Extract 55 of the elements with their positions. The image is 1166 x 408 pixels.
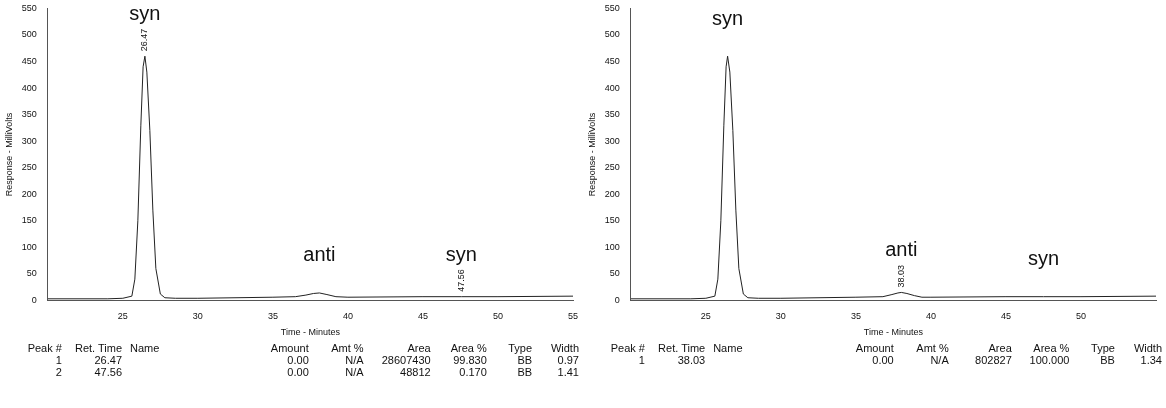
x-tick-label: 35 [267,311,278,322]
y-tick-label: 50 [609,268,620,279]
annotation: syn [1027,247,1060,270]
annotation: 47.56 [455,269,466,292]
y-axis-title: Response - MilliVolts [3,112,14,197]
y-tick-label: 500 [21,29,37,40]
y-tick-label: 300 [21,135,37,146]
y-tick-label: 200 [21,188,37,199]
x-tick-label: 50 [492,311,503,322]
y-tick-label: 50 [26,268,37,279]
y-tick-label: 100 [604,241,620,252]
x-tick-label: 45 [417,311,428,322]
text: Peak # Ret. Time Name Amount Amt % Area Area % Type Width [610,342,1162,354]
text: 1 38.03 0.00 N/A 802827 100.000 BB 1.34 [638,354,1162,366]
y-tick-label: 450 [21,55,37,66]
y-tick-label: 400 [21,82,37,93]
x-tick-label: 30 [192,311,203,322]
y-tick-label: 250 [21,162,37,173]
x-tick-label: 35 [850,311,861,322]
annotation: 38.03 [895,264,906,288]
x-tick-label: 25 [117,311,128,322]
y-tick-label: 300 [604,135,620,146]
x-tick-label: 45 [1000,311,1011,322]
y-tick-label: 0 [31,294,37,305]
x-axis-title: Time - Minutes [863,327,924,338]
x-tick-label: 55 [567,311,579,322]
x-tick-label: 25 [700,311,711,322]
annotation: syn [445,242,477,265]
annotation: syn [129,2,161,25]
y-tick-label: 550 [604,2,620,13]
x-tick-label: 30 [775,311,786,322]
y-tick-label: 150 [604,215,620,226]
annotation: anti [885,238,918,261]
text: 2 47.56 0.00 N/A 48812 0.170 BB 1.41 [55,366,579,378]
y-tick-label: 400 [604,82,620,93]
annotation: syn [712,6,744,29]
text: Peak # Ret. Time Name Amount Amt % Area Area % Type Width [27,342,579,354]
y-tick-label: 350 [21,109,37,120]
y-tick-label: 350 [604,109,620,120]
y-tick-label: 450 [604,55,620,66]
y-tick-label: 0 [614,294,620,305]
x-axis-title: Time - Minutes [280,327,341,338]
y-tick-label: 100 [21,241,37,252]
annotation: anti [303,243,336,266]
y-tick-label: 250 [604,162,620,173]
y-tick-label: 550 [21,2,37,13]
y-tick-label: 200 [604,188,620,199]
x-tick-label: 40 [342,311,353,322]
y-tick-label: 500 [604,29,620,40]
y-axis-title: Response - MilliVolts [586,112,597,197]
x-tick-label: 40 [925,311,936,322]
x-tick-label: 50 [1075,311,1086,322]
text: 1 26.47 0.00 N/A 28607430 99.830 BB 0.97 [55,354,579,366]
annotation: 26.47 [139,28,150,52]
y-tick-label: 150 [21,215,37,226]
